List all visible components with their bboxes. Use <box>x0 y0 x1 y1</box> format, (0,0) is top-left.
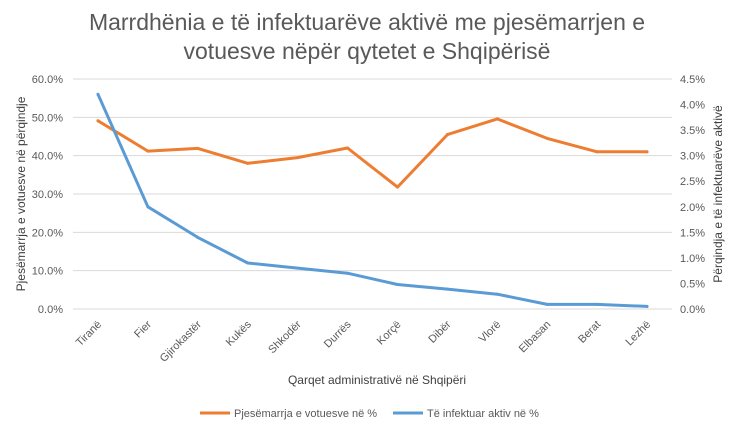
y-left-tick-label: 60.0% <box>32 74 63 86</box>
data-point-turnout <box>196 146 200 150</box>
x-tick-label: Dibër <box>426 318 453 345</box>
legend-label-infected: Të infektuar aktiv në % <box>427 408 539 420</box>
series-line-infected <box>96 92 649 308</box>
y-left-tick-label: 30.0% <box>32 189 63 201</box>
chart-title-line-1: Marrdhënia e të infektuarëve aktivë me p… <box>89 9 645 35</box>
y-left-tick-label: 40.0% <box>32 151 63 163</box>
gridlines <box>73 78 672 310</box>
data-point-infected <box>246 261 250 265</box>
x-tick-label: Lezhë <box>623 319 653 349</box>
data-point-infected <box>545 302 549 306</box>
x-tick-label: Fier <box>132 318 154 340</box>
y-right-tick-label: 3.0% <box>680 151 705 163</box>
data-point-infected <box>346 271 350 275</box>
data-point-infected <box>645 304 649 308</box>
y-right-tick-label: 4.0% <box>680 100 705 112</box>
data-point-infected <box>445 287 449 291</box>
x-tick-label: Korçë <box>375 319 404 348</box>
legend: Pjesëmarrja e votuesve në % Të infektuar… <box>200 408 539 420</box>
series-line-turnout <box>96 117 649 189</box>
x-tick-label: Elbasan <box>517 319 554 356</box>
data-point-infected <box>395 282 399 286</box>
left-axis-ticks: 0.0% 10.0% 20.0% 30.0% 40.0% 50.0% 60.0% <box>32 74 63 316</box>
data-point-infected <box>146 205 150 209</box>
data-point-turnout <box>246 161 250 165</box>
data-point-infected <box>595 302 599 306</box>
data-point-turnout <box>395 185 399 189</box>
data-point-turnout <box>296 156 300 160</box>
y-axis-right-title: Përqindja e të infektuarëve aktivë <box>711 105 725 283</box>
data-point-turnout <box>545 136 549 140</box>
y-axis-left-title: Pjesëmarrja e votuesve në përqindje <box>14 96 28 291</box>
chart-title-line-2: votuesve nëpër qytetet e Shqipërisë <box>184 38 551 64</box>
data-point-turnout <box>146 149 150 153</box>
y-right-tick-label: 1.0% <box>680 253 705 265</box>
right-axis-ticks: 0.0% 0.5% 1.0% 1.5% 2.0% 2.5% 3.0% 3.5% 4.0% 4.5% <box>680 74 705 316</box>
y-right-tick-label: 0.0% <box>680 304 705 316</box>
data-point-turnout <box>96 119 100 123</box>
data-point-infected <box>296 266 300 270</box>
x-axis-title: Qarqet administrativë në Shqipëri <box>288 373 466 387</box>
x-tick-label: Kukës <box>224 318 254 348</box>
legend-label-turnout: Pjesëmarrja e votuesve në % <box>234 408 377 420</box>
data-point-turnout <box>445 133 449 137</box>
y-left-tick-label: 50.0% <box>32 112 63 124</box>
data-point-turnout <box>495 117 499 121</box>
x-tick-label: Tiranë <box>74 319 104 349</box>
x-tick-label: Durrës <box>322 318 354 350</box>
y-left-tick-label: 0.0% <box>38 304 63 316</box>
x-tick-label: Berat <box>576 319 603 346</box>
y-left-tick-label: 20.0% <box>32 227 63 239</box>
data-point-infected <box>96 92 100 96</box>
y-left-tick-label: 10.0% <box>32 266 63 278</box>
y-right-tick-label: 3.5% <box>680 125 705 137</box>
data-point-infected <box>495 292 499 296</box>
x-tick-label: Gjirokastër <box>158 318 204 364</box>
y-right-tick-label: 4.5% <box>680 74 705 86</box>
y-right-tick-label: 0.5% <box>680 278 705 290</box>
y-right-tick-label: 2.5% <box>680 176 705 188</box>
data-point-infected <box>196 235 200 239</box>
data-point-turnout <box>595 150 599 154</box>
x-tick-label: Shkodër <box>266 318 304 356</box>
data-point-turnout <box>645 150 649 154</box>
series-lines <box>96 92 649 308</box>
data-point-turnout <box>346 146 350 150</box>
y-right-tick-label: 1.5% <box>680 227 705 239</box>
x-tick-label: Vlorë <box>477 319 504 346</box>
x-axis-ticks: Tiranë Fier Gjirokastër Kukës Shkodër Durrës K… <box>74 318 653 364</box>
y-right-tick-label: 2.0% <box>680 202 705 214</box>
